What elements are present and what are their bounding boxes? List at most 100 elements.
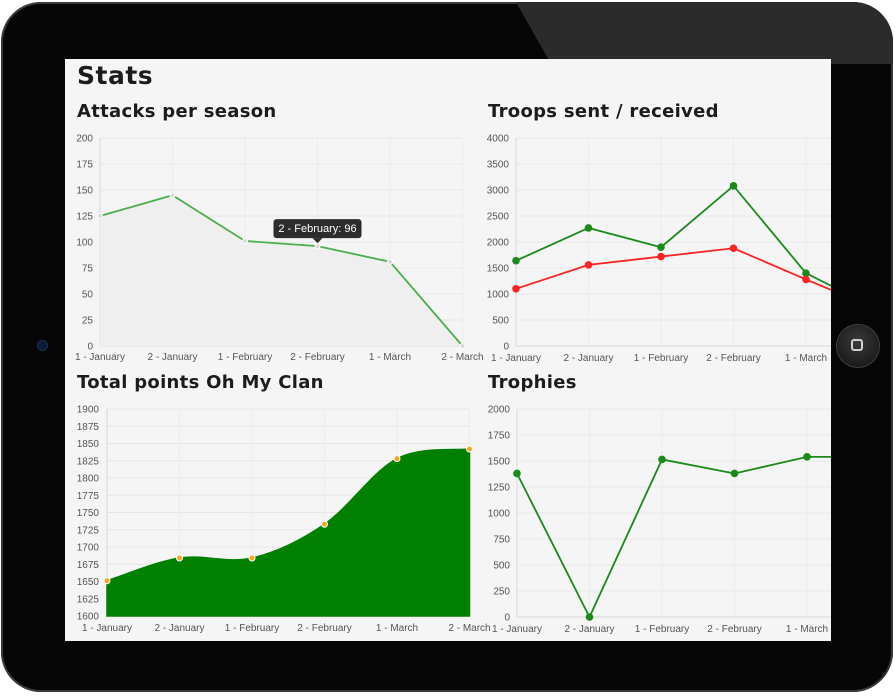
stats-screen: Stats Attacks per season Troops sent / r… — [65, 59, 831, 641]
chart-title-trophies: Trophies — [488, 372, 577, 393]
y-tick-label: 2000 — [487, 238, 510, 249]
data-point — [657, 243, 665, 251]
x-tick-label: 1 - February — [225, 623, 279, 634]
x-tick-label: 2 - February — [290, 352, 344, 363]
data-point — [802, 275, 810, 284]
trophies-chart: 2000 1750 1500 1250 1000 750 500 250 01 - Januar… — [488, 405, 831, 635]
x-tick-label: 2 - January — [154, 623, 204, 634]
data-point — [321, 520, 328, 528]
y-tick-label: 1700 — [77, 543, 100, 554]
y-tick-label: 1750 — [77, 508, 100, 519]
tooltip-text: 2 - February: 96 — [278, 223, 356, 235]
y-tick-label: 1800 — [77, 474, 100, 485]
x-tick-label: 1 - February — [218, 352, 272, 363]
y-tick-label: 175 — [76, 160, 93, 171]
y-tick-label: 1600 — [77, 612, 100, 623]
page-title: Stats — [77, 61, 154, 90]
data-point — [314, 243, 321, 250]
x-tick-label: 2 - January — [147, 352, 197, 363]
data-point — [512, 285, 520, 293]
y-tick-label: 150 — [76, 186, 93, 197]
home-button[interactable] — [837, 325, 879, 367]
y-tick-label: 2500 — [487, 212, 510, 223]
x-tick-label: 2 - March — [448, 623, 490, 634]
chart-title-troops: Troops sent / received — [488, 101, 719, 122]
tooltip-arrow — [312, 238, 323, 244]
x-tick-label: 1 - March — [376, 623, 418, 634]
y-tick-label: 1750 — [488, 431, 511, 442]
data-point — [585, 613, 594, 621]
y-tick-label: 200 — [76, 134, 93, 145]
x-tick-label: 2 - February — [707, 624, 761, 635]
data-point — [730, 469, 739, 478]
x-tick-label: 1 - March — [369, 352, 411, 363]
troops-chart: 4000 3500 3000 2500 2000 1500 1000 500 01 - Janu… — [487, 134, 831, 364]
data-point — [248, 554, 256, 562]
x-tick-label: 1 - March — [785, 353, 827, 364]
y-tick-label: 1000 — [487, 290, 510, 301]
data-point — [657, 252, 665, 261]
data-point — [459, 343, 466, 349]
y-tick-label: 1875 — [77, 422, 100, 433]
x-tick-label: 1 - February — [634, 353, 688, 364]
y-tick-label: 1675 — [77, 560, 100, 571]
data-point — [803, 453, 811, 461]
data-point — [393, 455, 401, 463]
y-tick-label: 1850 — [77, 439, 100, 450]
y-tick-label: 1775 — [77, 491, 100, 502]
y-tick-label: 1725 — [77, 525, 100, 536]
series-line — [99, 194, 464, 347]
points-chart: 1900 1875 1850 1825 1800 1775 1750 1725 1700 1675… — [77, 405, 491, 635]
data-point — [169, 192, 176, 199]
x-tick-label: 1 - January — [75, 352, 125, 363]
y-tick-label: 500 — [492, 316, 509, 327]
data-point — [584, 224, 593, 232]
data-point — [97, 213, 103, 219]
y-tick-label: 1625 — [77, 594, 100, 605]
y-tick-label: 2000 — [488, 405, 511, 416]
y-tick-label: 1000 — [488, 509, 511, 520]
y-tick-label: 1500 — [488, 457, 511, 468]
data-point — [729, 244, 738, 253]
x-tick-label: 2 - March — [441, 352, 483, 363]
y-tick-label: 25 — [82, 316, 94, 327]
data-point — [658, 455, 666, 464]
data-point — [466, 445, 473, 453]
chart-title-attacks: Attacks per season — [77, 101, 277, 122]
y-tick-label: 75 — [82, 264, 94, 275]
tablet-glare — [516, 2, 893, 64]
x-tick-label: 2 - January — [564, 624, 614, 635]
series-line — [516, 455, 831, 620]
y-tick-label: 3500 — [487, 160, 510, 171]
y-tick-label: 1500 — [487, 264, 510, 275]
data-point — [513, 469, 521, 478]
camera-icon — [38, 341, 47, 350]
data-point — [103, 577, 111, 585]
y-tick-label: 0 — [503, 342, 509, 353]
y-tick-label: 4000 — [487, 134, 510, 145]
series-line — [515, 247, 831, 291]
y-tick-label: 250 — [493, 587, 510, 598]
x-tick-label: 2 - February — [297, 623, 351, 634]
data-point — [512, 256, 520, 265]
y-tick-label: 125 — [76, 212, 93, 223]
attacks-chart: 200 175 150 125 100 75 50 25 01 - January 2 - Jan… — [75, 134, 484, 364]
x-tick-label: 1 - February — [635, 624, 689, 635]
data-point — [387, 258, 393, 265]
y-tick-label: 1825 — [77, 456, 100, 467]
series-line — [515, 184, 831, 287]
y-tick-label: 1250 — [488, 483, 511, 494]
x-tick-label: 1 - January — [491, 353, 541, 364]
y-tick-label: 1900 — [77, 405, 100, 416]
y-tick-label: 50 — [82, 290, 94, 301]
x-tick-label: 1 - March — [786, 624, 828, 635]
data-point — [802, 269, 810, 277]
y-tick-label: 3000 — [487, 186, 510, 197]
data-point — [176, 554, 183, 562]
y-tick-label: 1650 — [77, 577, 100, 588]
home-square-icon — [851, 339, 863, 351]
x-tick-label: 1 - January — [82, 623, 132, 634]
data-point — [584, 261, 593, 269]
y-tick-label: 750 — [493, 535, 510, 546]
y-tick-label: 500 — [493, 561, 510, 572]
